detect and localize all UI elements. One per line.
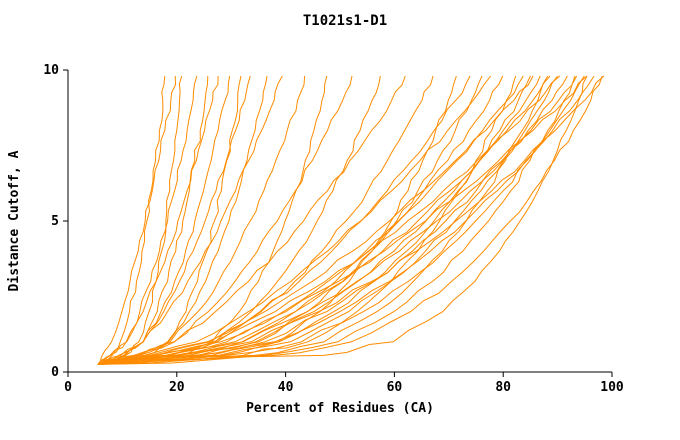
y-tick-label: 5 [51, 214, 59, 229]
x-tick-label: 0 [64, 380, 72, 395]
series-line [97, 75, 198, 365]
series-line [97, 75, 534, 365]
series-line [97, 75, 251, 365]
series-line [97, 75, 231, 365]
series-line [97, 75, 353, 365]
series-lines [97, 75, 605, 365]
x-axis-label: Percent of Residues (CA) [246, 401, 434, 416]
x-tick-label: 20 [169, 380, 185, 395]
series-line [97, 75, 517, 365]
series-line [97, 75, 551, 365]
y-tick-label: 10 [43, 63, 59, 78]
series-line [97, 75, 492, 365]
series-line [97, 75, 541, 365]
series-line [97, 75, 588, 365]
series-line [97, 75, 283, 365]
series-line [97, 75, 595, 365]
ticks: 0 20 40 60 80 100 0 5 10 [43, 63, 624, 395]
y-axis-label: Distance Cutoff, A [7, 150, 22, 291]
series-line [97, 75, 209, 365]
series-line [97, 75, 588, 365]
series-line [97, 75, 434, 365]
y-tick-label: 0 [51, 365, 59, 380]
series-line [97, 75, 558, 365]
series-line [97, 75, 219, 365]
series-line [97, 75, 603, 365]
series-line [97, 75, 406, 365]
series-line [97, 75, 524, 365]
series-line [97, 75, 183, 365]
series-line [97, 75, 483, 365]
series-line [97, 75, 568, 365]
series-line [97, 75, 471, 365]
series-line [97, 75, 549, 365]
series-line [97, 75, 531, 365]
x-tick-label: 40 [278, 380, 294, 395]
x-tick-label: 60 [387, 380, 403, 395]
series-line [97, 75, 585, 365]
x-tick-label: 100 [600, 380, 624, 395]
series-line [97, 75, 605, 365]
series-line [97, 75, 578, 365]
x-tick-label: 80 [495, 380, 511, 395]
series-line [97, 75, 306, 365]
series-line [97, 75, 166, 365]
series-line [97, 75, 576, 365]
chart-title: T1021s1-D1 [303, 13, 387, 29]
series-line [97, 75, 457, 365]
series-line [97, 75, 177, 365]
